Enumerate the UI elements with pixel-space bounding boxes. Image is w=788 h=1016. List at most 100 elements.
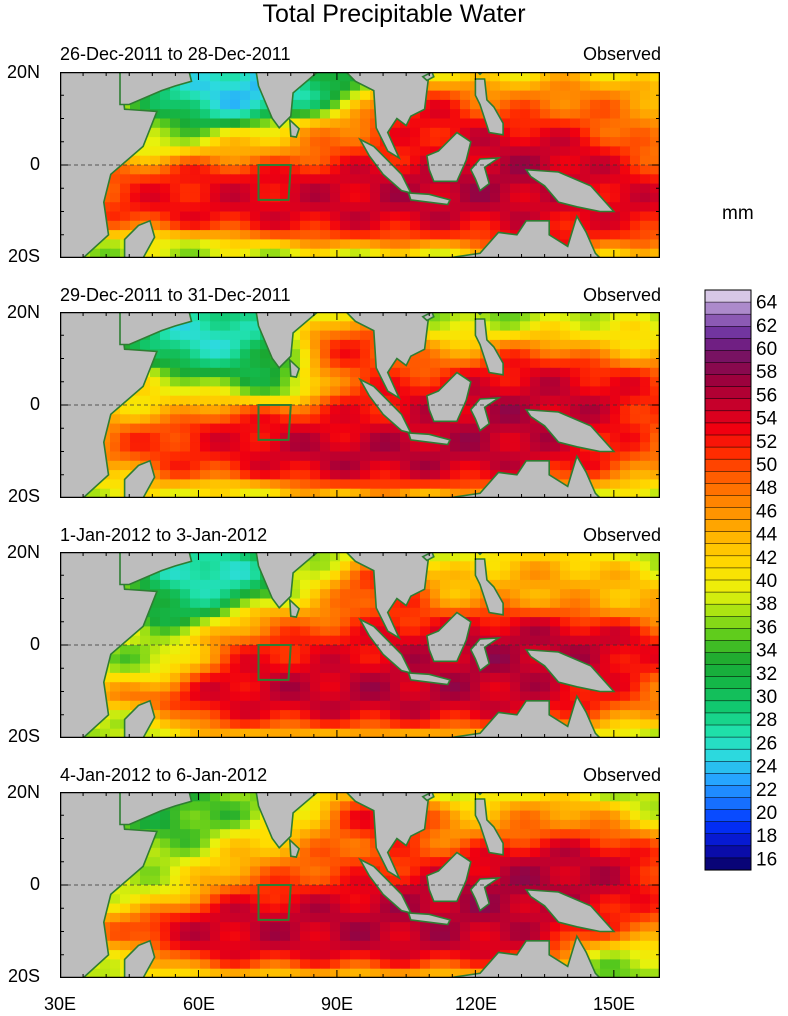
field-cell bbox=[510, 847, 521, 858]
field-cell bbox=[400, 127, 411, 138]
field-cell bbox=[610, 598, 621, 609]
field-cell bbox=[230, 339, 241, 350]
field-cell bbox=[340, 552, 351, 562]
field-cell bbox=[440, 137, 451, 147]
field-cell bbox=[380, 719, 391, 730]
field-cell bbox=[480, 912, 491, 923]
field-cell bbox=[570, 367, 581, 378]
field-cell bbox=[340, 857, 351, 867]
field-cell bbox=[150, 99, 161, 110]
field-cell bbox=[570, 838, 581, 849]
field-cell bbox=[240, 377, 251, 387]
field-cell bbox=[430, 386, 441, 397]
field-cell bbox=[130, 700, 141, 711]
field-cell bbox=[440, 330, 451, 341]
field-cell bbox=[200, 386, 211, 397]
field-cell bbox=[160, 959, 171, 970]
field-cell bbox=[360, 579, 371, 590]
field-cell bbox=[140, 682, 151, 693]
field-cell bbox=[330, 635, 341, 646]
field-cell bbox=[580, 118, 591, 129]
field-cell bbox=[130, 165, 141, 175]
field-cell bbox=[610, 682, 621, 693]
field-cell bbox=[430, 321, 441, 332]
field-cell bbox=[290, 598, 301, 609]
field-cell bbox=[480, 230, 491, 240]
field-cell bbox=[140, 626, 151, 637]
field-cell bbox=[300, 728, 311, 738]
field-cell bbox=[540, 607, 551, 618]
field-cell bbox=[340, 663, 351, 674]
field-cell bbox=[620, 561, 631, 572]
field-cell bbox=[550, 211, 561, 222]
field-cell bbox=[200, 552, 211, 562]
field-cell bbox=[170, 691, 181, 702]
field-cell bbox=[490, 552, 501, 562]
field-cell bbox=[570, 99, 581, 110]
field-cell bbox=[210, 663, 221, 674]
field-cell bbox=[650, 377, 660, 387]
field-cell bbox=[520, 691, 531, 702]
field-cell bbox=[350, 829, 361, 840]
field-cell bbox=[410, 405, 421, 415]
field-cell bbox=[510, 377, 521, 387]
field-cell bbox=[550, 330, 561, 341]
field-cell bbox=[470, 838, 481, 849]
field-cell bbox=[510, 358, 521, 369]
field-cell bbox=[610, 211, 621, 222]
field-cell bbox=[340, 442, 351, 453]
field-cell bbox=[230, 589, 241, 600]
field-cell bbox=[420, 857, 431, 867]
field-cell bbox=[220, 950, 231, 960]
field-cell bbox=[250, 728, 261, 738]
field-cell bbox=[220, 174, 231, 185]
field-cell bbox=[190, 959, 201, 970]
field-cell bbox=[310, 442, 321, 453]
field-cell bbox=[620, 912, 631, 923]
field-cell bbox=[350, 635, 361, 646]
field-cell bbox=[460, 931, 471, 942]
field-cell bbox=[260, 672, 271, 683]
field-cell bbox=[610, 405, 621, 415]
field-cell bbox=[560, 155, 571, 166]
field-cell bbox=[600, 312, 611, 322]
field-cell bbox=[360, 479, 371, 490]
field-cell bbox=[490, 339, 501, 350]
field-cell bbox=[360, 626, 371, 637]
field-cell bbox=[220, 922, 231, 933]
field-cell bbox=[380, 691, 391, 702]
field-cell bbox=[110, 672, 121, 683]
field-cell bbox=[430, 349, 441, 360]
field-cell bbox=[250, 912, 261, 923]
field-cell bbox=[630, 414, 641, 425]
field-cell bbox=[620, 598, 631, 609]
field-cell bbox=[410, 663, 421, 674]
field-cell bbox=[580, 109, 591, 120]
field-cell bbox=[590, 626, 601, 637]
field-cell bbox=[350, 700, 361, 711]
field-cell bbox=[220, 626, 231, 637]
land-mass bbox=[119, 552, 193, 586]
field-cell bbox=[460, 248, 471, 258]
field-cell bbox=[650, 312, 660, 322]
field-cell bbox=[540, 192, 551, 203]
field-cell bbox=[460, 940, 471, 951]
panel-1-period: 26-Dec-2011 to 28-Dec-2011 bbox=[60, 44, 291, 64]
field-cell bbox=[630, 894, 641, 905]
field-cell bbox=[450, 847, 461, 858]
field-cell bbox=[530, 432, 541, 443]
field-cell bbox=[160, 912, 171, 923]
field-cell bbox=[160, 682, 171, 693]
field-cell bbox=[170, 118, 181, 129]
field-cell bbox=[610, 857, 621, 867]
field-cell bbox=[370, 377, 381, 387]
field-cell bbox=[370, 691, 381, 702]
field-cell bbox=[490, 819, 501, 830]
field-cell bbox=[280, 230, 291, 240]
field-cell bbox=[400, 894, 411, 905]
field-cell bbox=[210, 183, 221, 194]
field-cell bbox=[210, 349, 221, 360]
field-cell bbox=[550, 109, 561, 120]
field-cell bbox=[450, 330, 461, 341]
field-cell bbox=[290, 479, 301, 490]
